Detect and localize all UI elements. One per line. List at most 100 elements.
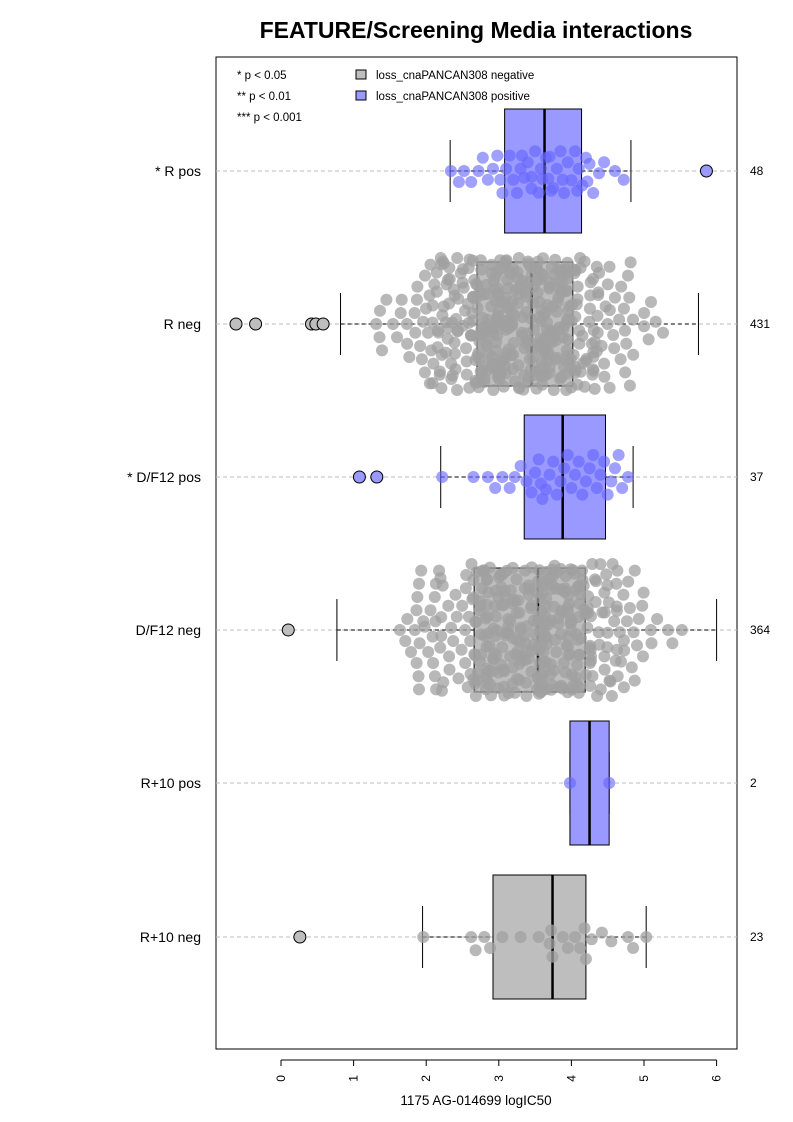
data-point (574, 632, 587, 645)
data-point (418, 620, 431, 633)
data-point (569, 931, 581, 943)
data-point (569, 145, 581, 158)
data-point (675, 624, 688, 636)
data-point (484, 942, 497, 954)
data-point (571, 280, 584, 293)
data-point (591, 326, 604, 339)
data-point (600, 568, 613, 581)
data-point (403, 351, 416, 363)
data-point (543, 366, 556, 379)
data-point (428, 670, 441, 683)
data-point (595, 339, 608, 352)
data-point (380, 293, 393, 306)
data-point (504, 584, 517, 597)
data-point (490, 344, 503, 357)
data-point (393, 624, 406, 636)
data-point (506, 318, 519, 331)
data-point (603, 777, 616, 789)
data-point (426, 630, 439, 643)
data-point (410, 293, 423, 306)
data-point (405, 646, 417, 658)
data-point (585, 650, 597, 663)
data-point (592, 286, 605, 299)
data-point (529, 145, 542, 158)
data-point (583, 462, 596, 475)
data-point (401, 337, 414, 350)
outlier-point (229, 317, 243, 331)
data-point (556, 931, 569, 943)
significance-legend-item: * p < 0.05 (237, 70, 287, 82)
data-point (481, 573, 494, 586)
outlier-point (352, 470, 366, 484)
data-points (229, 145, 713, 965)
data-point (408, 307, 421, 319)
data-point (452, 672, 465, 685)
data-point (598, 663, 611, 676)
data-point (598, 357, 611, 370)
group-count: 2 (750, 776, 757, 790)
data-point (546, 950, 559, 963)
data-point (622, 471, 634, 483)
data-point (576, 488, 589, 501)
data-point (512, 252, 525, 264)
data-point (612, 449, 625, 461)
group-label: D/F12 neg (136, 622, 201, 638)
data-point (435, 611, 448, 624)
data-point (627, 942, 640, 954)
data-point (578, 922, 591, 935)
data-point (475, 263, 488, 276)
data-point (623, 602, 636, 614)
data-point (521, 156, 534, 169)
data-point (432, 326, 445, 339)
data-point (448, 347, 461, 360)
data-point (428, 591, 441, 603)
data-point (615, 280, 628, 293)
data-point (456, 599, 469, 612)
data-point (401, 613, 414, 625)
data-point (594, 468, 607, 481)
data-point (465, 931, 478, 943)
data-point (427, 657, 440, 669)
data-point (436, 471, 449, 483)
data-point (443, 650, 456, 663)
data-point (545, 924, 558, 937)
data-point (494, 173, 507, 186)
data-point (542, 345, 555, 358)
data-point (550, 646, 563, 658)
data-point (424, 604, 437, 617)
data-point (608, 615, 621, 628)
data-point (627, 348, 640, 361)
data-point (611, 564, 624, 577)
data-point (598, 650, 611, 663)
data-point (622, 575, 635, 588)
group-label: * D/F12 pos (127, 469, 201, 485)
data-point (632, 613, 645, 625)
data-point (589, 596, 602, 608)
data-point (547, 181, 560, 194)
data-point (565, 482, 578, 494)
data-point (451, 252, 464, 264)
data-point (587, 449, 600, 461)
data-point (609, 462, 621, 475)
data-point (410, 604, 423, 617)
data-point (435, 382, 448, 395)
data-point (422, 326, 434, 339)
data-point (586, 670, 599, 682)
data-point (605, 475, 618, 488)
data-point (426, 377, 439, 390)
data-point (601, 626, 614, 639)
data-point (443, 261, 456, 274)
data-point (569, 310, 582, 323)
data-point (469, 690, 482, 702)
data-point (617, 681, 630, 694)
data-point (591, 309, 604, 322)
data-point (376, 344, 388, 357)
data-point (601, 318, 614, 330)
data-point (534, 162, 547, 175)
data-point (540, 483, 552, 496)
data-point (571, 659, 584, 671)
data-point (526, 352, 539, 365)
data-point (645, 637, 658, 650)
data-point (628, 564, 641, 577)
